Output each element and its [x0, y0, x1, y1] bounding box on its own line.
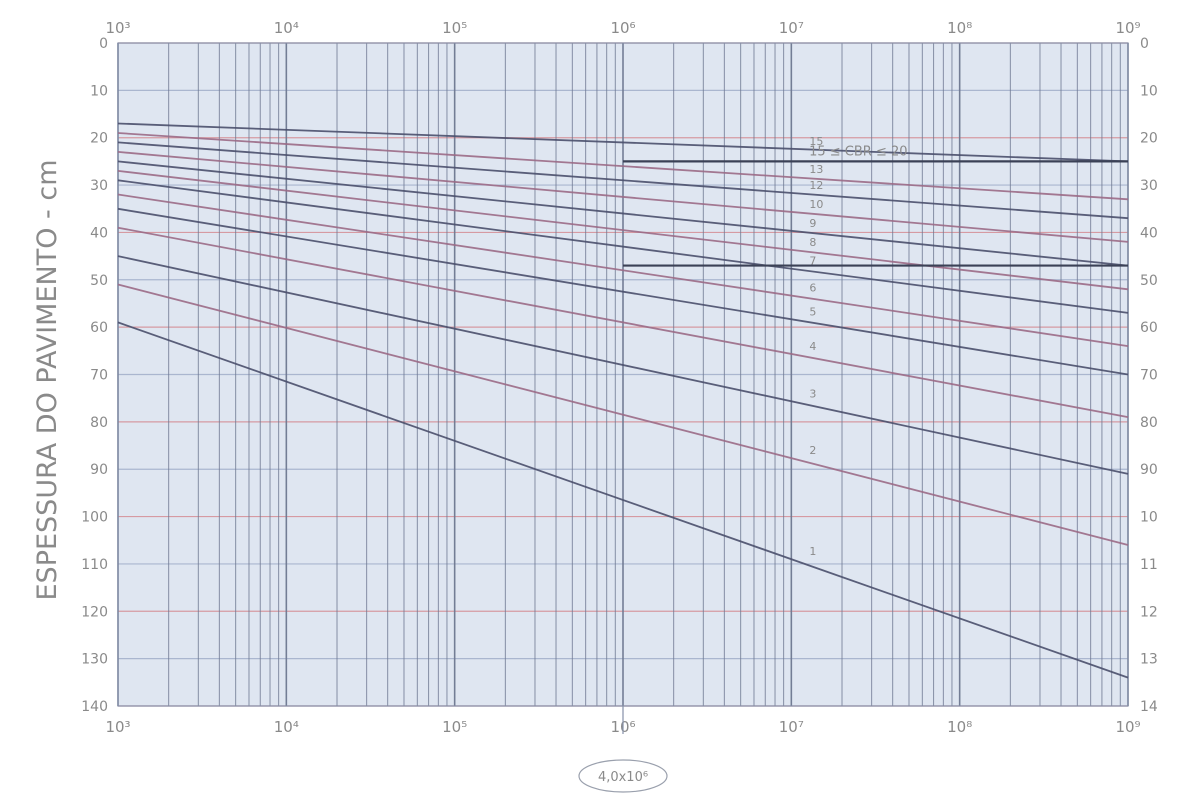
series-label-3: 3: [809, 387, 816, 400]
y-tick-label-left: 100: [81, 510, 108, 526]
series-line-cbr-9: [117, 160, 1129, 267]
series-line-cbr-7: [117, 179, 1129, 314]
x-tick-label-top: 10³: [105, 19, 130, 37]
y-tick-label-right: 10: [1140, 510, 1158, 526]
y-tick-label-right: 10: [1140, 83, 1158, 99]
x-tick-label-bottom: 10⁵: [442, 718, 467, 736]
y-tick-label-left: 110: [81, 557, 108, 573]
x-tick-label-top: 10⁹: [1115, 19, 1140, 37]
axes-layer: 0 0 10 10 20 20 30 30 40 40 50 50 60 60 70 70 80 80 90 90 10…: [81, 19, 1158, 793]
series-label-15: 15: [809, 135, 823, 148]
y-tick-label-left: 90: [90, 462, 108, 478]
series-label-7: 7: [809, 255, 816, 268]
y-tick-label-right: 11: [1140, 557, 1158, 573]
y-tick-label-right: 40: [1140, 225, 1158, 241]
x-tick-label-top: 10⁸: [947, 19, 972, 37]
series-label-1: 1: [809, 545, 816, 558]
y-tick-label-left: 0: [99, 36, 108, 52]
y-axis-title: ESPESSURA DO PAVIMENTO - cm: [32, 159, 63, 600]
label-layer: 15 13 12 10 9 8 7 6 5 4 3 2 1 15 ≤ CBR ≤ 20: [809, 135, 907, 558]
y-tick-label-right: 14: [1140, 699, 1158, 715]
series-layer: [117, 122, 1129, 679]
y-tick-label-right: 50: [1140, 273, 1158, 289]
series-line-cbr-3: [117, 255, 1129, 475]
x-tick-label-bottom: 10³: [105, 718, 130, 736]
series-label-4: 4: [809, 340, 816, 353]
series-label-10: 10: [809, 198, 823, 211]
annotation-label: 15 ≤ CBR ≤ 20: [809, 144, 907, 159]
series-label-13: 13: [809, 163, 823, 176]
y-tick-label-right: 13: [1140, 652, 1158, 668]
series-line-cbr-1: [117, 321, 1129, 679]
y-tick-label-left: 130: [81, 652, 108, 668]
y-tick-label-left: 50: [90, 273, 108, 289]
x-tick-label-bottom: 10⁸: [947, 718, 972, 736]
x-tick-label-bottom: 10⁷: [779, 718, 804, 736]
series-label-9: 9: [809, 217, 816, 230]
x-tick-label-top: 10⁷: [779, 19, 804, 37]
y-tick-label-left: 30: [90, 178, 108, 194]
series-line-cbr-13: [117, 132, 1129, 201]
series-label-2: 2: [809, 444, 816, 457]
x-marker-label: 4,0x10⁶: [598, 770, 648, 785]
x-tick-label-top: 10⁵: [442, 19, 467, 37]
series-line-cbr-12: [117, 141, 1129, 220]
series-label-5: 5: [809, 305, 816, 318]
y-tick-label-left: 10: [90, 83, 108, 99]
x-tick-label-bottom: 10⁹: [1115, 718, 1140, 736]
x-tick-label-top: 10⁴: [274, 19, 299, 37]
x-tick-label-bottom: 10⁴: [274, 718, 299, 736]
x-marker-ellipse: [578, 759, 668, 793]
y-tick-label-left: 60: [90, 320, 108, 336]
series-label-12: 12: [809, 179, 823, 192]
y-tick-label-left: 140: [81, 699, 108, 715]
x-tick-label-top: 10⁶: [610, 19, 635, 37]
y-tick-label-left: 40: [90, 225, 108, 241]
y-tick-label-right: 80: [1140, 415, 1158, 431]
segment-layer: [623, 160, 1128, 267]
series-line-cbr-15: [117, 122, 1129, 163]
y-tick-label-right: 20: [1140, 131, 1158, 147]
y-tick-label-right: 12: [1140, 604, 1158, 620]
series-line-cbr-6: [117, 193, 1129, 347]
series-line-cbr-2: [117, 283, 1129, 546]
series-line-cbr-8: [117, 170, 1129, 291]
series-label-8: 8: [809, 236, 816, 249]
series-line-cbr-5: [117, 207, 1129, 376]
y-tick-label-right: 70: [1140, 368, 1158, 384]
y-tick-label-right: 60: [1140, 320, 1158, 336]
series-label-6: 6: [809, 282, 816, 295]
y-tick-label-left: 80: [90, 415, 108, 431]
y-tick-label-right: 90: [1140, 462, 1158, 478]
series-line-cbr-10: [117, 151, 1129, 243]
y-tick-label-right: 30: [1140, 178, 1158, 194]
y-tick-label-left: 20: [90, 131, 108, 147]
y-tick-label-right: 0: [1140, 36, 1149, 52]
y-tick-label-left: 70: [90, 368, 108, 384]
series-line-cbr-4: [117, 226, 1129, 418]
y-tick-label-left: 120: [81, 604, 108, 620]
